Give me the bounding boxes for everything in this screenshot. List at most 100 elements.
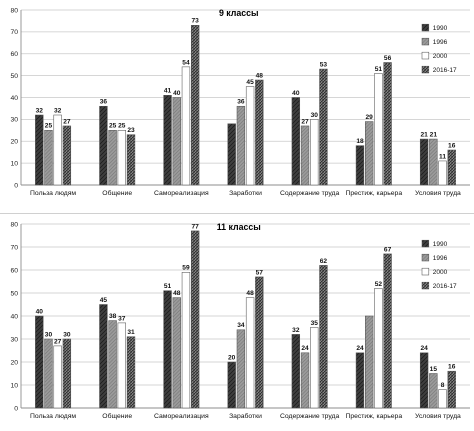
bar-1996-1 [44,338,53,409]
bar-value-label: 11 [439,153,446,160]
bar-1990-5 [291,334,301,409]
bar-value-label: 35 [311,320,319,327]
bar-value-label: 36 [100,99,108,106]
bar-value-label: 30 [45,331,53,338]
legend-swatch-1996 [421,253,430,262]
x-category-label: Самореализация [154,190,209,197]
bar-value-label: 48 [246,290,254,297]
y-tick-label: 80 [10,221,18,228]
bar-1990-2 [99,105,108,186]
bar-2000-1 [53,114,62,186]
x-category-label: Польза людям [30,413,76,420]
bar-value-label: 27 [63,118,71,125]
chart-panel-2: 0 10 20 30 40 50 60 70 80 Польза людям Общение Само… [10,221,470,420]
x-category-label: Общение [102,189,132,197]
y-tick-label: 60 [10,51,18,58]
y-tick-label: 60 [10,267,18,274]
y-tick-label: 70 [10,244,18,251]
bar-2016-17-3 [190,230,200,409]
bar-value-label: 31 [127,329,135,336]
y-tick-label: 80 [10,7,18,14]
bar-value-label: 24 [356,345,364,352]
bar-2000-7 [438,389,447,409]
bar-1996-6 [365,315,374,409]
x-category-label: Общение [102,412,132,420]
legend-label: 1996 [433,39,448,46]
bar-2000-7 [438,160,447,186]
bar-value-label: 34 [237,322,245,329]
bar-2016-17-2 [126,336,136,409]
bar-2016-17-4 [255,276,264,409]
x-category-label: Условия труда [415,190,461,197]
y-tick-label: 50 [10,73,18,80]
y-tick-label: 30 [10,117,18,124]
x-category-label: Условия труда [415,413,461,420]
y-tick-label: 0 [14,405,18,412]
bar-1996-7 [429,138,438,186]
bar-value-label: 62 [320,258,328,265]
bar-value-label: 25 [45,123,53,130]
bar-value-label: 20 [228,354,236,361]
bar-2016-17-3 [190,25,200,186]
y-tick-label: 10 [10,160,18,167]
bar-value-label: 51 [375,66,383,73]
bar-2016-17-7 [447,149,456,186]
bar-1996-1 [44,130,53,186]
bar-2000-1 [53,345,62,409]
legend-label: 2016-17 [433,283,457,290]
bar-2000-5 [310,119,319,186]
bar-value-label: 23 [127,127,135,134]
bar-1990-1 [35,114,44,186]
bar-2016-17-7 [447,370,456,409]
legend-swatch-1996 [421,37,430,46]
x-category-label: Содержание труда [280,190,340,197]
x-category-label: Польза людям [30,190,76,197]
bar-value-label: 21 [420,131,428,138]
x-category-label: Престиж, карьера [345,413,402,420]
y-tick-label: 50 [10,290,18,297]
bar-value-label: 54 [182,59,190,66]
bar-2000-3 [181,272,191,409]
bar-value-label: 37 [118,315,126,322]
bar-2000-5 [310,327,319,409]
bar-1996-6 [365,121,374,186]
bar-value-label: 29 [366,114,374,121]
legend-swatch-2016-17 [421,281,430,290]
bar-value-label: 25 [109,123,117,130]
bar-value-label: 73 [191,18,199,25]
bar-value-label: 32 [36,107,44,114]
bar-1990-4 [227,123,236,186]
y-tick-label: 20 [10,359,18,366]
y-tick-label: 40 [10,95,18,102]
legend-swatch-1990 [421,23,430,32]
bar-2016-17-6 [383,253,392,409]
chart-title: 9 классы [219,8,259,18]
y-tick-label: 0 [14,182,18,189]
bar-2000-2 [117,130,126,186]
bar-value-label: 25 [118,123,126,130]
bar-value-label: 56 [384,55,392,62]
bar-1996-3 [172,297,181,409]
bar-value-label: 45 [246,79,254,86]
legend-swatch-1990 [421,239,430,248]
bar-value-label: 16 [448,364,456,371]
bar-value-label: 21 [430,131,438,138]
bar-value-label: 24 [301,345,309,352]
bar-2000-6 [374,73,383,186]
bar-value-label: 57 [256,269,264,276]
bar-1996-2 [108,320,117,409]
bar-2000-3 [181,66,191,186]
legend-label: 1990 [433,241,448,248]
bar-value-label: 32 [54,107,62,114]
bar-value-label: 15 [430,366,438,373]
bar-value-label: 36 [237,99,245,106]
bar-1990-3 [163,95,172,186]
legend-label: 2000 [433,53,448,60]
bar-value-label: 32 [292,327,300,334]
legend-swatch-2000 [421,51,430,60]
bar-value-label: 52 [375,281,383,288]
bar-1990-4 [227,361,236,409]
bar-1990-1 [35,315,44,409]
bar-2016-17-1 [62,338,72,409]
